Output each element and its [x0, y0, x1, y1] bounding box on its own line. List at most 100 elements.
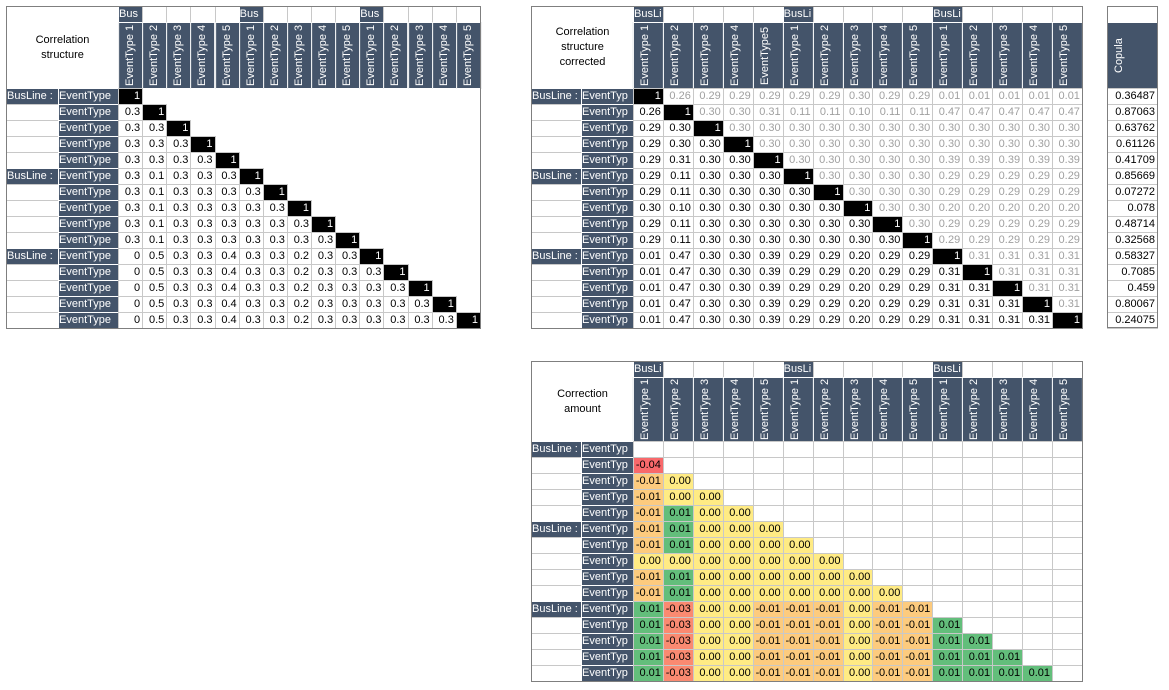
value-cell: 0.3 [335, 312, 361, 329]
value-cell: 0.39 [962, 152, 994, 169]
row-label: EventTyp [581, 312, 634, 329]
value-cell: 0.29 [812, 264, 844, 281]
value-cell: 0.11 [872, 104, 904, 121]
value-cell: 0.11 [662, 184, 694, 201]
empty-cell [872, 457, 904, 474]
value-cell: 0.47 [932, 104, 964, 121]
row-group-blank [531, 136, 582, 153]
value-cell: 0.29 [633, 136, 664, 153]
value-cell: 0.01 [662, 569, 694, 586]
column-header: EventType 5 [1052, 377, 1083, 442]
empty-cell [1052, 585, 1083, 602]
empty-cell [932, 553, 964, 570]
value-cell: 0.39 [752, 312, 784, 329]
value-cell: -0.01 [812, 617, 844, 634]
value-cell: 0.30 [722, 280, 754, 297]
empty-cell [932, 505, 964, 522]
value-cell: 0.00 [722, 633, 754, 650]
row-label: EventType [58, 232, 119, 249]
empty-cell [692, 457, 724, 474]
value-cell: 0 [118, 296, 144, 313]
value-cell: 0.29 [1052, 232, 1083, 249]
diagonal-cell: 1 [812, 184, 844, 201]
row-label: EventTyp [581, 617, 634, 634]
title-text: Correlation structure corrected [555, 26, 610, 68]
row-label: EventTyp [581, 168, 634, 185]
value-cell: 0.01 [962, 649, 994, 666]
row-group-blank [531, 553, 582, 570]
empty-cell [962, 569, 994, 586]
value-cell: 0.11 [902, 104, 934, 121]
copula-value: 0.36487 [1107, 88, 1158, 105]
value-cell: -0.01 [752, 633, 784, 650]
value-cell: 0.01 [962, 88, 994, 105]
value-cell: 0.01 [633, 280, 664, 297]
value-cell: 0.30 [722, 296, 754, 313]
value-cell: 0.01 [932, 88, 964, 105]
empty-cell [812, 457, 844, 474]
value-cell: 0.00 [842, 569, 874, 586]
empty-cell [1022, 473, 1053, 490]
column-header: EventType 2 [662, 22, 694, 89]
value-cell: 0.3 [190, 152, 216, 169]
group-label: BusLi [932, 6, 964, 23]
value-cell: -0.03 [662, 617, 694, 634]
diagonal-cell: 1 [286, 200, 313, 217]
group-blank [722, 6, 754, 23]
value-cell: -0.01 [812, 601, 844, 618]
value-cell: 0.3 [311, 248, 337, 265]
column-header: EventType 1 [633, 377, 664, 442]
value-cell: 0.39 [992, 152, 1024, 169]
value-cell: 0.29 [872, 248, 904, 265]
value-cell: 0.29 [872, 88, 904, 105]
column-header: EventType 4 [1022, 22, 1053, 89]
value-cell: 0.00 [633, 553, 664, 570]
empty-cell [962, 505, 994, 522]
value-cell: 0.3 [431, 312, 457, 329]
value-cell: 0.31 [1022, 264, 1053, 281]
diagonal-cell: 1 [1022, 296, 1053, 313]
column-header: EventType 4 [872, 22, 904, 89]
empty-cell [902, 585, 934, 602]
value-cell: 0.29 [782, 280, 814, 297]
value-cell: 0.30 [692, 104, 724, 121]
value-cell: 0.31 [992, 264, 1024, 281]
value-cell: 0.00 [752, 585, 784, 602]
column-header: EventType 2 [962, 22, 994, 89]
column-header: EventType 3 [286, 22, 313, 89]
value-cell: -0.01 [782, 633, 814, 650]
empty-cell [842, 553, 874, 570]
value-cell: 0.29 [992, 232, 1024, 249]
value-cell: 0.20 [1052, 200, 1083, 217]
value-cell: -0.01 [633, 505, 664, 522]
group-blank [166, 6, 192, 23]
group-blank [722, 361, 754, 378]
group-blank [692, 361, 724, 378]
diagonal-cell: 1 [455, 312, 481, 329]
value-cell: 0.30 [782, 136, 814, 153]
value-cell: 0.31 [932, 280, 964, 297]
empty-cell [932, 521, 964, 538]
value-cell: 0.20 [992, 200, 1024, 217]
value-cell: 0.30 [902, 184, 934, 201]
value-cell: 0.3 [335, 296, 361, 313]
column-header: EventType 4 [431, 22, 457, 89]
value-cell: -0.01 [812, 665, 844, 682]
row-group-blank [531, 104, 582, 121]
value-cell: 0.01 [1022, 665, 1053, 682]
group-blank [842, 6, 874, 23]
value-cell: 0.30 [722, 152, 754, 169]
value-cell: 0.3 [166, 232, 192, 249]
diagonal-cell: 1 [383, 264, 409, 281]
group-blank [214, 6, 240, 23]
value-cell: 0.00 [812, 569, 844, 586]
value-cell: 0.30 [872, 184, 904, 201]
value-cell: 0.30 [633, 200, 664, 217]
value-cell: 0.30 [812, 152, 844, 169]
value-cell: 0.30 [692, 248, 724, 265]
group-label: BusLi [782, 361, 814, 378]
value-cell: 0.30 [752, 216, 784, 233]
value-cell: 0.00 [662, 553, 694, 570]
row-group: BusLine : [531, 521, 582, 538]
value-cell: -0.04 [633, 457, 664, 474]
